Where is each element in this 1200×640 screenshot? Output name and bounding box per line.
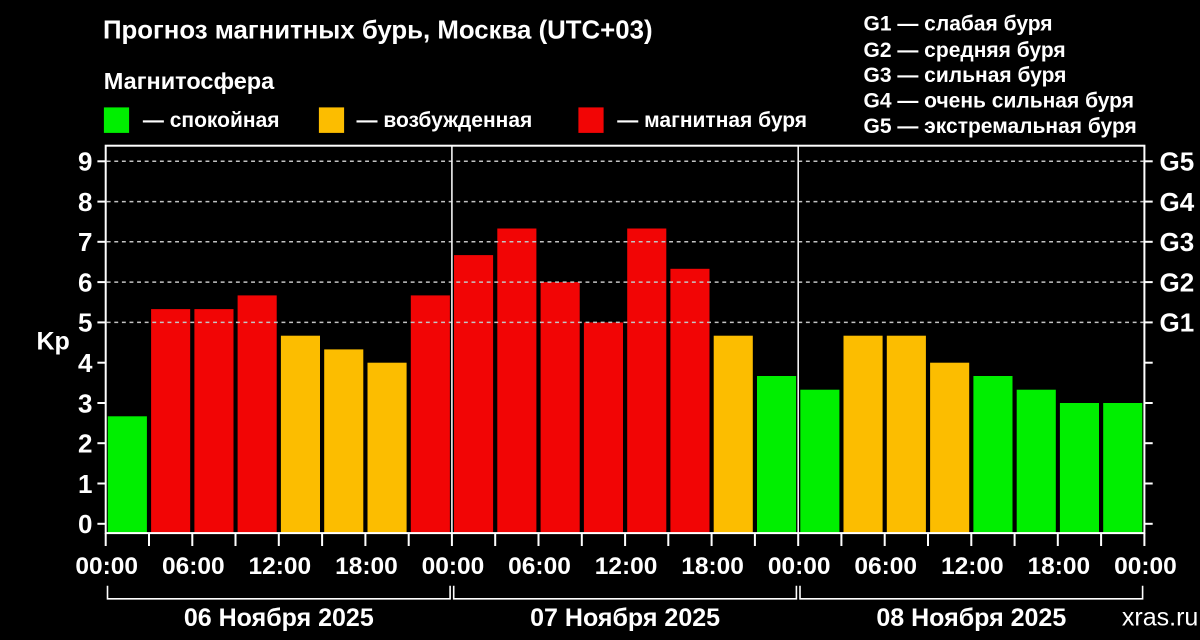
svg-text:— магнитная буря: — магнитная буря bbox=[617, 109, 807, 132]
svg-text:G2: G2 bbox=[1160, 267, 1195, 297]
svg-text:18:00: 18:00 bbox=[681, 553, 744, 580]
svg-text:xras.ru: xras.ru bbox=[1122, 604, 1198, 632]
svg-text:00:00: 00:00 bbox=[422, 553, 485, 580]
svg-text:08 Ноября 2025: 08 Ноября 2025 bbox=[876, 604, 1066, 632]
svg-text:00:00: 00:00 bbox=[768, 553, 831, 580]
svg-text:G3 — сильная буря: G3 — сильная буря bbox=[864, 64, 1067, 87]
svg-text:G5: G5 bbox=[1160, 147, 1195, 177]
svg-text:5: 5 bbox=[78, 308, 92, 338]
svg-text:4: 4 bbox=[78, 348, 93, 378]
svg-text:Прогноз магнитных бурь, Москва: Прогноз магнитных бурь, Москва (UTC+03) bbox=[103, 17, 653, 45]
svg-text:12:00: 12:00 bbox=[941, 553, 1004, 580]
svg-text:G4 — очень сильная буря: G4 — очень сильная буря bbox=[864, 89, 1134, 112]
svg-text:G3: G3 bbox=[1160, 227, 1195, 257]
svg-text:G2 — средняя буря: G2 — средняя буря bbox=[864, 39, 1066, 62]
svg-text:06:00: 06:00 bbox=[508, 553, 571, 580]
svg-text:3: 3 bbox=[78, 388, 92, 418]
svg-text:1: 1 bbox=[78, 469, 92, 499]
svg-text:G1: G1 bbox=[1160, 308, 1195, 338]
svg-text:8: 8 bbox=[78, 187, 92, 217]
svg-text:6: 6 bbox=[78, 267, 92, 297]
svg-text:G4: G4 bbox=[1160, 187, 1195, 217]
svg-text:— возбужденная: — возбужденная bbox=[357, 109, 533, 132]
svg-text:06:00: 06:00 bbox=[162, 553, 225, 580]
svg-text:07 Ноября 2025: 07 Ноября 2025 bbox=[530, 604, 720, 632]
svg-text:0: 0 bbox=[78, 509, 92, 539]
svg-text:00:00: 00:00 bbox=[75, 553, 138, 580]
svg-text:00:00: 00:00 bbox=[1114, 553, 1177, 580]
svg-text:Магнитосфера: Магнитосфера bbox=[104, 68, 275, 94]
svg-text:2: 2 bbox=[78, 429, 92, 459]
svg-text:G1 — слабая буря: G1 — слабая буря bbox=[864, 12, 1053, 35]
svg-text:G5 — экстремальная буря: G5 — экстремальная буря bbox=[864, 115, 1137, 138]
svg-text:12:00: 12:00 bbox=[248, 553, 311, 580]
svg-text:9: 9 bbox=[78, 147, 92, 177]
svg-text:18:00: 18:00 bbox=[1027, 553, 1090, 580]
svg-text:18:00: 18:00 bbox=[335, 553, 398, 580]
svg-text:Kp: Kp bbox=[37, 328, 70, 356]
svg-text:— спокойная: — спокойная bbox=[143, 109, 280, 132]
svg-text:12:00: 12:00 bbox=[595, 553, 658, 580]
svg-text:06 Ноября 2025: 06 Ноября 2025 bbox=[184, 604, 374, 632]
svg-text:7: 7 bbox=[78, 227, 92, 257]
svg-text:06:00: 06:00 bbox=[854, 553, 917, 580]
